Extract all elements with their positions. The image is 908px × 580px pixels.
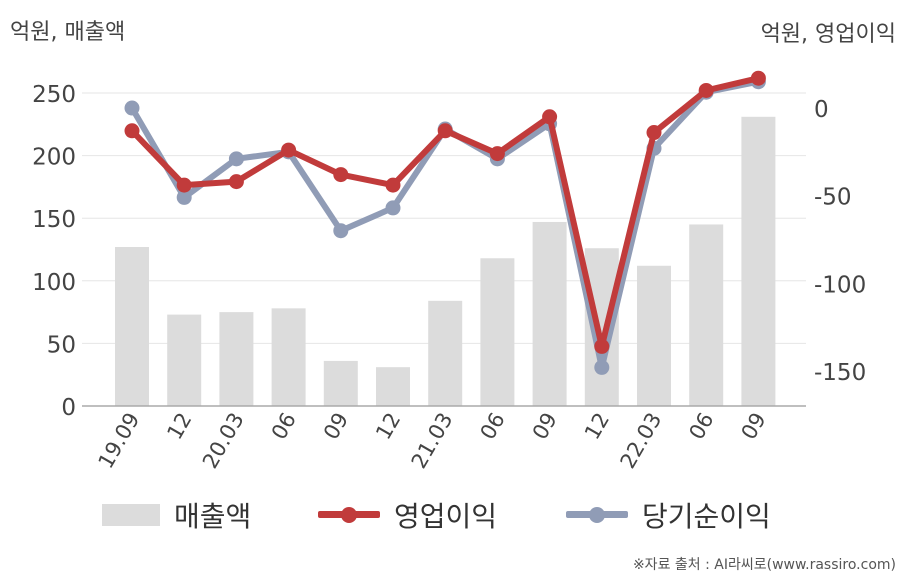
legend: 매출액 영업이익 당기순이익: [0, 490, 908, 540]
point-operating-profit: [176, 177, 192, 193]
point-operating-profit: [385, 177, 401, 193]
left-tick-label: 0: [61, 395, 76, 421]
left-tick-label: 250: [32, 82, 76, 108]
point-operating-profit: [594, 338, 610, 354]
right-axis-unit: 억원, 영업이익: [760, 22, 896, 47]
bar-sales: [167, 314, 202, 406]
point-operating-profit: [489, 146, 505, 162]
x-tick-label: 22.03: [615, 409, 666, 473]
x-tick-label: 12: [371, 409, 405, 444]
bar-sales: [219, 312, 254, 406]
legend-label-net-income: 당기순이익: [642, 500, 771, 533]
right-tick-label: -100: [814, 272, 866, 298]
legend-swatch-sales: [102, 504, 160, 526]
left-tick-label: 100: [32, 270, 76, 296]
point-net-income: [333, 223, 349, 239]
point-operating-profit: [646, 125, 662, 141]
x-tick-label: 06: [684, 409, 718, 444]
x-tick-label: 19.09: [93, 409, 144, 473]
point-operating-profit: [228, 174, 244, 190]
point-net-income: [176, 189, 192, 205]
legend-item-net-income: 당기순이익: [566, 490, 771, 540]
point-net-income: [385, 200, 401, 216]
legend-label-operating-profit: 영업이익: [394, 500, 498, 533]
bar-sales: [115, 246, 149, 406]
left-axis-unit: 억원, 매출액: [10, 20, 126, 45]
legend-swatch-net-income: [566, 504, 628, 526]
x-tick-label: 06: [476, 409, 510, 444]
point-operating-profit: [750, 70, 766, 86]
legend-item-sales: 매출액: [102, 490, 251, 540]
x-tick-label: 09: [528, 409, 562, 444]
x-tick-label: 20.03: [198, 409, 249, 473]
bar-sales: [480, 258, 515, 406]
legend-label-sales: 매출액: [174, 500, 252, 533]
legend-item-operating-profit: 영업이익: [318, 490, 497, 540]
right-tick-label: -150: [814, 360, 866, 386]
left-tick-label: 200: [32, 145, 76, 171]
bar-sales: [323, 360, 358, 406]
point-operating-profit: [281, 142, 297, 158]
left-tick-label: 150: [32, 207, 76, 233]
point-net-income: [228, 151, 244, 167]
source-note: ※자료 출처 : AI라씨로(www.rassiro.com): [632, 557, 896, 573]
bar-sales: [376, 367, 410, 406]
point-operating-profit: [333, 167, 349, 183]
point-net-income: [594, 359, 610, 375]
bar-sales: [741, 116, 776, 407]
x-tick-label: 06: [267, 409, 301, 444]
bar-sales: [637, 265, 671, 406]
x-tick-label: 12: [580, 409, 614, 444]
bar-sales: [271, 308, 306, 406]
point-operating-profit: [542, 109, 558, 125]
x-tick-label: 21.03: [407, 409, 458, 473]
point-net-income: [124, 100, 140, 116]
bar-sales: [689, 224, 724, 406]
right-tick-label: 0: [814, 97, 829, 123]
point-operating-profit: [437, 123, 453, 139]
legend-swatch-operating-profit: [318, 504, 380, 526]
x-tick-label: 12: [162, 409, 196, 444]
x-tick-label: 09: [737, 409, 771, 444]
point-operating-profit: [698, 82, 714, 98]
left-tick-label: 50: [47, 332, 76, 358]
point-operating-profit: [124, 123, 140, 139]
x-tick-label: 09: [319, 409, 353, 444]
right-tick-label: -50: [814, 185, 852, 211]
bar-sales: [428, 300, 463, 406]
bar-sales: [532, 221, 567, 406]
